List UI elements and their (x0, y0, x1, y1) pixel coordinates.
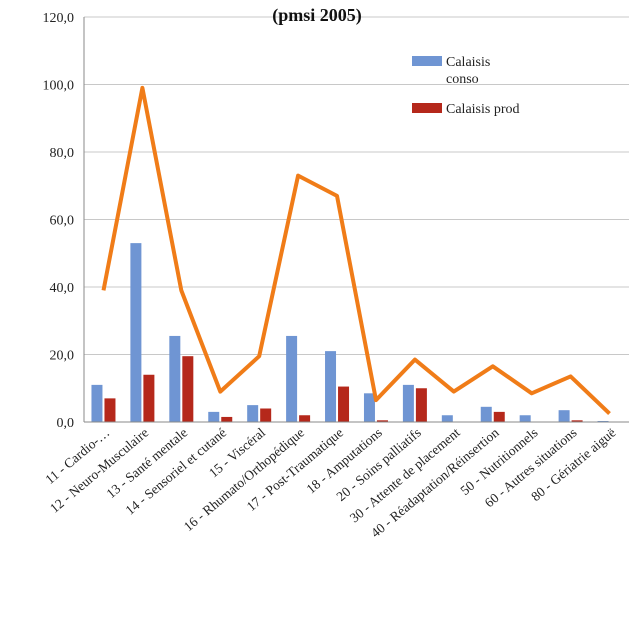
bar (415, 388, 427, 422)
y-tick-label: 0,0 (57, 416, 75, 431)
y-tick-label: 120,0 (43, 11, 75, 26)
line-series (101, 85, 611, 416)
legend-label: Calaisis (446, 55, 490, 70)
legend-label: conso (446, 72, 479, 87)
bar (571, 420, 583, 422)
bar (104, 398, 116, 422)
bar (441, 415, 453, 422)
y-tick-label: 40,0 (50, 281, 75, 296)
legend: Calaisis conso Calaisis prod (412, 55, 520, 117)
legend-swatch (412, 103, 442, 113)
bar (519, 415, 531, 422)
bar (376, 420, 388, 422)
bar (558, 410, 570, 422)
bar (325, 351, 337, 422)
bar (597, 420, 609, 422)
bar (182, 356, 194, 422)
chart-title: (pmsi 2005) (272, 5, 362, 26)
bar (363, 393, 375, 422)
line-series-path (101, 85, 611, 416)
bar (169, 335, 181, 422)
y-tick-label: 100,0 (43, 79, 75, 94)
bar (480, 406, 492, 422)
bar (260, 408, 272, 422)
bar (208, 411, 220, 422)
y-tick-label: 60,0 (50, 214, 75, 229)
legend-swatch (412, 56, 442, 66)
y-tick-label: 20,0 (50, 349, 75, 364)
bar (286, 335, 298, 422)
y-tick-label: 80,0 (50, 146, 75, 161)
bar (143, 374, 155, 422)
bars (91, 243, 609, 422)
bar (247, 405, 259, 422)
bar (221, 416, 233, 422)
bar (338, 386, 350, 422)
bar (493, 411, 505, 422)
legend-label: Calaisis prod (446, 102, 520, 117)
bar (299, 415, 311, 422)
bar (91, 384, 103, 422)
bar (130, 243, 142, 422)
bar (402, 384, 414, 422)
